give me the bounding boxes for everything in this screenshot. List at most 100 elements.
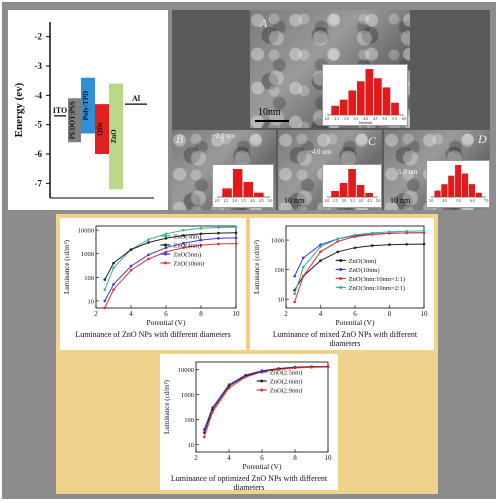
- energy-layer-label: Al: [132, 94, 141, 103]
- series-point-1: [199, 232, 203, 236]
- series-point-3: [129, 268, 133, 272]
- series-point-3: [217, 242, 220, 246]
- energy-diagram: -2 -3 -4 -5 -6 -7 Energy (ev) ITO PEDOT:PSS Poly-…: [13, 22, 154, 199]
- hist-tick-label: 6.0: [470, 199, 475, 203]
- y-tick-label: 10: [278, 297, 285, 304]
- hist-bar: [391, 102, 399, 115]
- series-point-1: [301, 256, 305, 260]
- series-point-0: [234, 225, 238, 229]
- series-point-3: [370, 231, 374, 235]
- hist-bar: [365, 193, 373, 197]
- series-point-0: [353, 246, 357, 250]
- hist-bar: [475, 192, 482, 197]
- energy-tick-label: -4: [35, 90, 43, 100]
- series-point-3: [388, 230, 391, 234]
- series-point-1: [227, 384, 231, 388]
- legend-marker-2: [339, 276, 343, 280]
- x-tick-label: 8: [199, 310, 203, 318]
- series-point-3: [234, 242, 238, 245]
- y-axis-label: Luminance (cd/m²): [63, 239, 71, 294]
- y-axis-label: Luminance (cd/m²): [253, 239, 261, 294]
- series-point-0: [112, 266, 115, 270]
- tem-note-c: ~4.0 nm: [308, 148, 332, 156]
- hist-tick-label: 4.5: [373, 117, 378, 121]
- hist-bar: [243, 181, 254, 197]
- series-line-1: [203, 366, 329, 433]
- hist-tick-label: 3.0: [429, 199, 434, 203]
- legend-label-3: ZnO(10nm): [173, 261, 204, 268]
- series-point-2: [301, 274, 305, 278]
- series-point-3: [103, 306, 107, 310]
- tem-image-c: C ~4.0 nm 10 nm 2.0 2.5 3.0 3.5 4.0 4.5 5.0: [278, 130, 382, 210]
- series-point-1: [147, 241, 150, 244]
- hist-tick-label: 6.0: [402, 117, 407, 121]
- x-tick-label: 6: [260, 454, 264, 462]
- hist-bar: [254, 192, 264, 197]
- hist-bar: [222, 188, 232, 197]
- x-axis-label: Potential (V): [147, 318, 186, 327]
- legend-marker-2: [163, 252, 167, 256]
- hist-tick-label: 5.5: [392, 117, 397, 121]
- series-point-0: [319, 259, 322, 263]
- hist-tick-label: 3.5: [241, 199, 246, 203]
- legend-marker-2: [260, 388, 264, 392]
- series-point-2: [147, 253, 150, 257]
- x-tick-label: 10: [325, 454, 333, 462]
- series-point-3: [405, 229, 409, 233]
- series-point-1: [234, 231, 238, 235]
- hist-bar: [468, 184, 475, 197]
- hist-tick-label: 3.0: [344, 117, 349, 121]
- series-point-0: [182, 228, 185, 232]
- series-point-3: [336, 237, 340, 241]
- x-tick-label: 2: [94, 310, 98, 318]
- series-point-0: [370, 244, 374, 247]
- tem-label-a: A: [260, 16, 268, 30]
- hist-tick-label: 3.0: [342, 199, 347, 203]
- hist-tick-label: 4.0: [359, 199, 364, 203]
- tem-scalebar-a: [255, 120, 289, 122]
- series-point-0: [405, 242, 409, 246]
- tem-image-b: B ~2.9 nm 2.0 2.5 3.0 3.5 4.0 4.5 5.0: [172, 130, 276, 210]
- series-point-1: [202, 431, 206, 434]
- legend-label-3: ZnO(3nm:10nm=2:1): [349, 285, 405, 292]
- hist-tick-label: 4.0: [443, 199, 448, 203]
- energy-band-pedotpss: [68, 98, 81, 143]
- energy-tick-label: -2: [35, 32, 43, 42]
- series-point-1: [293, 274, 296, 278]
- series-point-0: [217, 226, 220, 229]
- x-axis-label: Potential (V): [243, 462, 282, 471]
- hist-bar: [348, 169, 356, 197]
- hist-bar: [232, 169, 243, 197]
- x-tick-label: 4: [227, 454, 231, 462]
- series-point-3: [147, 257, 150, 261]
- series-point-1: [217, 231, 220, 235]
- legend-label-0: ZnO(2.5nm): [270, 370, 303, 377]
- series-point-2: [310, 365, 313, 369]
- hist-tick-label: 2.5: [334, 117, 339, 121]
- x-tick-label: 2: [284, 310, 288, 318]
- hist-bar: [374, 78, 382, 115]
- series-point-1: [164, 237, 168, 240]
- energy-axis-label: Energy (ev): [13, 82, 25, 137]
- tem-image-d: D 5.0 nm 10 nm 3.0 4.0 5.0 6.0 7.0: [384, 130, 490, 210]
- tem-scale-label-d: 10 nm: [390, 196, 411, 205]
- x-tick-label: 4: [319, 310, 323, 318]
- series-point-0: [147, 238, 150, 241]
- series-point-3: [293, 292, 296, 296]
- tem-scale-label-c: 10 nm: [284, 196, 305, 205]
- series-point-2: [227, 386, 231, 390]
- series-line-3: [104, 243, 237, 309]
- hist-bar: [455, 165, 462, 197]
- hist-tick-label: 2.0: [325, 199, 330, 203]
- luminance-chart-2: 2 4 6 8 10 10 100 1000 Potential (V) Luminance (c…: [253, 225, 428, 327]
- series-point-2: [211, 410, 214, 414]
- series-point-2: [293, 300, 296, 304]
- legend-marker-3: [163, 261, 167, 265]
- chart-1-caption: Luminance of ZnO NPs with different diam…: [75, 330, 231, 339]
- y-tick-label: 10: [88, 298, 95, 305]
- energy-band-polytpd: [81, 77, 95, 134]
- energy-layer-label: QDs: [96, 122, 104, 136]
- chart-1-area: 2 4 6 8 10 10 100 1000 10000 Potential (V) Luminan…: [60, 218, 246, 350]
- y-tick-label: 10: [188, 442, 195, 449]
- tem-panel: A 10nm 2.0 2.5 3.0 3.5 4.0 4.5 5.0 5.5 6.0 Size(n…: [172, 10, 490, 210]
